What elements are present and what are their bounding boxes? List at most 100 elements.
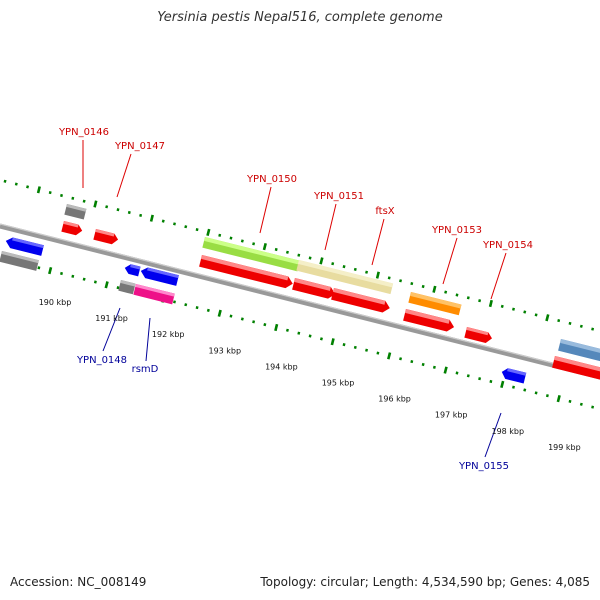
gene-feature-ypn0151[interactable] <box>292 278 337 300</box>
track-tick <box>217 309 222 317</box>
track-tick <box>48 191 52 195</box>
gene-label-rsmd[interactable]: rsmD <box>132 364 159 375</box>
track-tick <box>410 360 414 364</box>
track-tick <box>500 304 504 309</box>
genome-backbone-highlight <box>0 223 600 376</box>
gene-label-ypn0148[interactable]: YPN_0148 <box>76 355 127 366</box>
gene-label-ypn0146[interactable]: YPN_0146 <box>58 127 109 138</box>
gene-feature-ftsx[interactable] <box>331 288 391 314</box>
track-tick <box>489 379 493 384</box>
track-tick <box>545 394 549 398</box>
gene-feature-ypn0146[interactable] <box>61 221 83 237</box>
track-tick <box>308 334 312 338</box>
track-tick <box>36 186 41 194</box>
track-tick <box>229 236 233 240</box>
gene-feature-right-red[interactable] <box>552 356 600 381</box>
track-tick <box>93 280 97 284</box>
track-tick <box>353 345 357 349</box>
gene-feature-ypn0147[interactable] <box>93 229 119 245</box>
track-tick <box>512 385 515 389</box>
track-tick <box>568 321 572 325</box>
scale-tick-label: 199 kbp <box>548 443 581 452</box>
scale-tick-label: 192 kbp <box>152 330 185 339</box>
track-tick <box>421 284 425 289</box>
track-tick <box>116 286 120 290</box>
gene-label-ypn0150[interactable]: YPN_0150 <box>246 174 297 185</box>
scale-tick-labels: 190 kbp 191 kbp 192 kbp 193 kbp 194 kbp 195 k… <box>39 298 581 452</box>
gene-feature-grey-upper[interactable] <box>64 204 87 220</box>
scale-tick-label: 194 kbp <box>265 362 298 371</box>
track-tick <box>376 351 380 355</box>
topology-text: Topology: circular; Length: 4,534,590 bp… <box>260 575 590 589</box>
track-tick <box>556 394 561 403</box>
track-tick <box>375 271 380 279</box>
track-tick <box>161 219 165 223</box>
track-tick <box>579 324 583 328</box>
track-tick <box>331 262 335 266</box>
track-tick <box>488 299 493 308</box>
track-tick <box>512 307 515 311</box>
gene-label-ypn0153[interactable]: YPN_0153 <box>431 225 482 236</box>
track-tick <box>173 222 176 226</box>
top-tick-track <box>3 179 595 331</box>
track-tick <box>274 323 279 332</box>
track-tick <box>432 365 436 369</box>
track-tick <box>579 402 583 406</box>
track-tick <box>195 306 199 310</box>
gene-label-ypn0147[interactable]: YPN_0147 <box>114 141 165 152</box>
track-tick <box>262 242 267 251</box>
track-tick <box>48 266 53 275</box>
scale-tick-label: 195 kbp <box>322 379 355 388</box>
gene-label-ftsx[interactable]: ftsX <box>375 206 394 217</box>
gene-feature-ypn0154[interactable] <box>464 327 493 344</box>
track-tick <box>37 266 41 270</box>
track-tick <box>523 310 527 314</box>
track-tick <box>297 253 301 257</box>
track-tick <box>82 199 86 203</box>
track-tick <box>478 299 482 303</box>
track-tick <box>60 271 63 276</box>
gene-feature-small-blue[interactable] <box>124 263 141 277</box>
track-tick <box>116 208 120 212</box>
track-tick <box>14 182 18 186</box>
gene-feature-ypn0153-cds[interactable] <box>403 309 455 333</box>
track-tick <box>444 290 448 294</box>
gene-feature-ypn0150-region[interactable] <box>202 237 301 272</box>
track-tick <box>105 205 109 209</box>
track-tick <box>330 338 335 346</box>
gene-feature-ypn0148-neighbor[interactable] <box>139 266 179 286</box>
track-tick <box>285 328 289 332</box>
track-tick <box>3 179 7 183</box>
gene-feature-left-blue[interactable] <box>4 236 44 256</box>
gene-feature-left-grey[interactable] <box>0 251 39 271</box>
track-tick <box>184 225 188 229</box>
gene-feature-ypn0148[interactable] <box>118 280 136 295</box>
gene-feature-ypn0153[interactable] <box>408 292 462 316</box>
gene-label-ypn0154[interactable]: YPN_0154 <box>482 240 533 251</box>
track-tick <box>466 374 470 378</box>
gene-label-ypn0155[interactable]: YPN_0155 <box>458 461 509 472</box>
gene-feature-ypn0155[interactable] <box>500 367 527 384</box>
track-tick <box>206 228 211 237</box>
track-tick <box>387 276 391 280</box>
track-tick <box>71 196 75 200</box>
gene-label-ypn0151[interactable]: YPN_0151 <box>313 191 364 202</box>
track-tick <box>342 264 346 269</box>
scale-tick-label: 193 kbp <box>208 346 241 355</box>
gene-feature-ftsx-region[interactable] <box>296 260 394 295</box>
track-tick <box>557 319 561 323</box>
track-tick <box>127 210 131 215</box>
track-tick <box>365 270 369 274</box>
gene-feature-steelblue[interactable] <box>558 339 600 363</box>
track-tick <box>82 277 86 281</box>
gene-feature-ypn0150[interactable] <box>199 255 294 290</box>
track-tick <box>285 250 289 254</box>
track-tick <box>410 282 414 286</box>
track-tick <box>71 274 75 278</box>
track-tick <box>274 247 278 252</box>
gene-feature-rsmd[interactable] <box>133 284 175 305</box>
track-tick <box>523 388 527 392</box>
track-tick <box>534 313 538 317</box>
reverse-leader-lines <box>102 307 502 458</box>
track-tick <box>206 308 210 313</box>
